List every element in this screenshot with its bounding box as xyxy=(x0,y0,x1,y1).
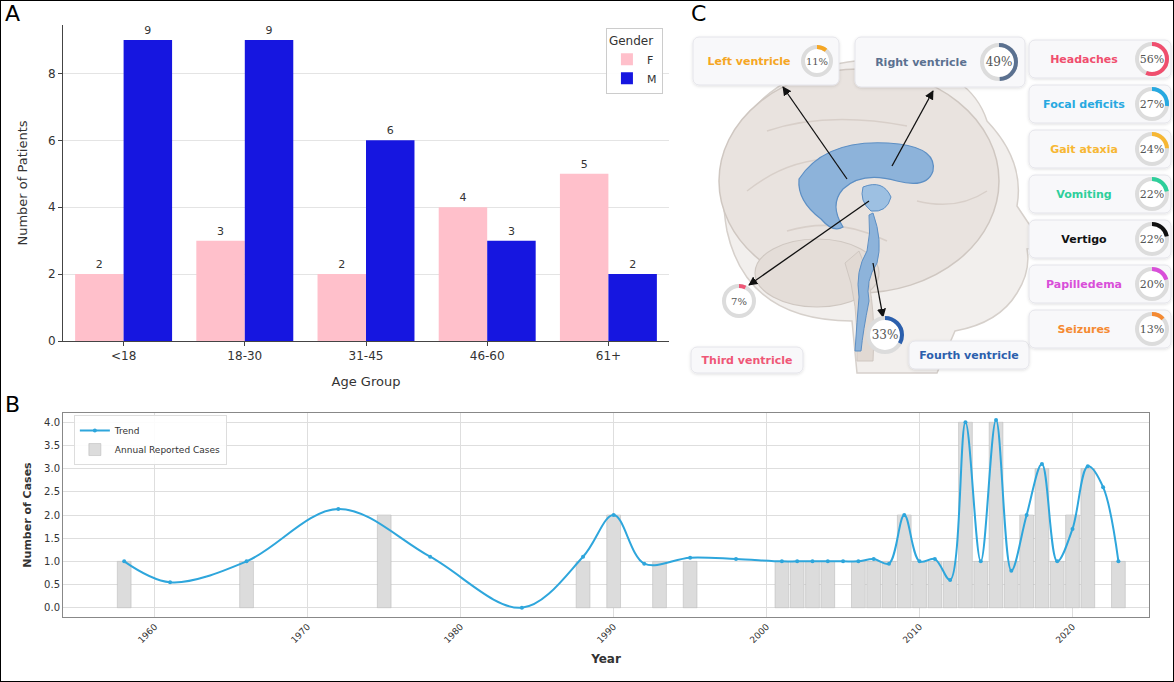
svg-text:9: 9 xyxy=(144,24,151,37)
svg-text:0.0: 0.0 xyxy=(44,602,60,613)
svg-text:Vertigo: Vertigo xyxy=(1061,233,1107,246)
svg-text:3: 3 xyxy=(217,225,224,238)
svg-text:Trend: Trend xyxy=(114,426,140,436)
svg-text:Fourth ventricle: Fourth ventricle xyxy=(919,349,1018,362)
svg-text:Right ventricle: Right ventricle xyxy=(875,56,967,69)
svg-text:27%: 27% xyxy=(1140,98,1164,111)
svg-text:Focal deficits: Focal deficits xyxy=(1043,98,1125,111)
svg-text:13%: 13% xyxy=(1140,323,1164,336)
svg-text:Vomiting: Vomiting xyxy=(1056,188,1111,201)
svg-text:0: 0 xyxy=(48,334,56,348)
svg-text:4.0: 4.0 xyxy=(44,417,60,428)
svg-text:2: 2 xyxy=(338,258,345,271)
svg-text:1960: 1960 xyxy=(136,622,159,645)
svg-text:2000: 2000 xyxy=(748,622,771,645)
html-text:C: C xyxy=(691,1,707,26)
svg-text:22%: 22% xyxy=(1140,233,1164,246)
svg-text:Age Group: Age Group xyxy=(332,374,401,389)
svg-text:1990: 1990 xyxy=(595,622,618,645)
html-text:B: B xyxy=(5,392,21,417)
svg-text:20%: 20% xyxy=(1140,278,1164,291)
svg-text:2010: 2010 xyxy=(901,622,924,645)
svg-text:Papilledema: Papilledema xyxy=(1046,278,1122,291)
svg-text:2: 2 xyxy=(629,258,636,271)
svg-text:Gait ataxia: Gait ataxia xyxy=(1050,143,1118,156)
svg-text:61+: 61+ xyxy=(596,349,621,363)
svg-text:6: 6 xyxy=(48,134,56,148)
svg-text:1970: 1970 xyxy=(289,622,312,645)
svg-text:Year: Year xyxy=(590,652,621,666)
svg-text:0.5: 0.5 xyxy=(44,579,60,590)
svg-text:Headaches: Headaches xyxy=(1050,53,1118,66)
svg-text:56%: 56% xyxy=(1140,53,1164,66)
svg-text:3.5: 3.5 xyxy=(44,440,60,451)
svg-text:2.0: 2.0 xyxy=(44,510,60,521)
svg-text:2: 2 xyxy=(96,258,103,271)
svg-text:7%: 7% xyxy=(731,296,747,307)
svg-text:Number of Cases: Number of Cases xyxy=(21,462,34,568)
svg-text:Left ventricle: Left ventricle xyxy=(707,55,790,68)
svg-text:3.0: 3.0 xyxy=(44,463,60,474)
svg-text:8: 8 xyxy=(48,67,56,81)
svg-text:1.0: 1.0 xyxy=(44,556,60,567)
svg-text:33%: 33% xyxy=(872,328,899,342)
svg-text:2: 2 xyxy=(48,267,56,281)
svg-text:1980: 1980 xyxy=(442,622,465,645)
svg-text:22%: 22% xyxy=(1140,188,1164,201)
svg-text:5: 5 xyxy=(581,158,588,171)
svg-text:3: 3 xyxy=(508,225,515,238)
svg-text:Number of Patients: Number of Patients xyxy=(15,120,30,245)
svg-text:Annual Reported Cases: Annual Reported Cases xyxy=(115,445,220,455)
svg-text:Gender: Gender xyxy=(609,34,653,48)
svg-text:49%: 49% xyxy=(986,55,1013,69)
svg-text:F: F xyxy=(647,54,653,67)
svg-text:M: M xyxy=(647,73,657,86)
svg-text:31-45: 31-45 xyxy=(349,349,384,363)
svg-text:2020: 2020 xyxy=(1054,622,1077,645)
svg-text:4: 4 xyxy=(48,200,56,214)
svg-text:Third ventricle: Third ventricle xyxy=(702,354,793,367)
svg-text:24%: 24% xyxy=(1140,143,1164,156)
svg-text:6: 6 xyxy=(387,124,394,137)
svg-text:2.5: 2.5 xyxy=(44,486,60,497)
svg-text:9: 9 xyxy=(266,24,273,37)
svg-text:18-30: 18-30 xyxy=(227,349,262,363)
svg-text:11%: 11% xyxy=(806,56,828,67)
svg-text:<18: <18 xyxy=(111,349,136,363)
svg-text:46-60: 46-60 xyxy=(470,349,505,363)
svg-text:4: 4 xyxy=(459,191,466,204)
svg-text:1.5: 1.5 xyxy=(44,533,60,544)
html-text:A: A xyxy=(5,1,21,26)
svg-text:Seizures: Seizures xyxy=(1058,323,1111,336)
